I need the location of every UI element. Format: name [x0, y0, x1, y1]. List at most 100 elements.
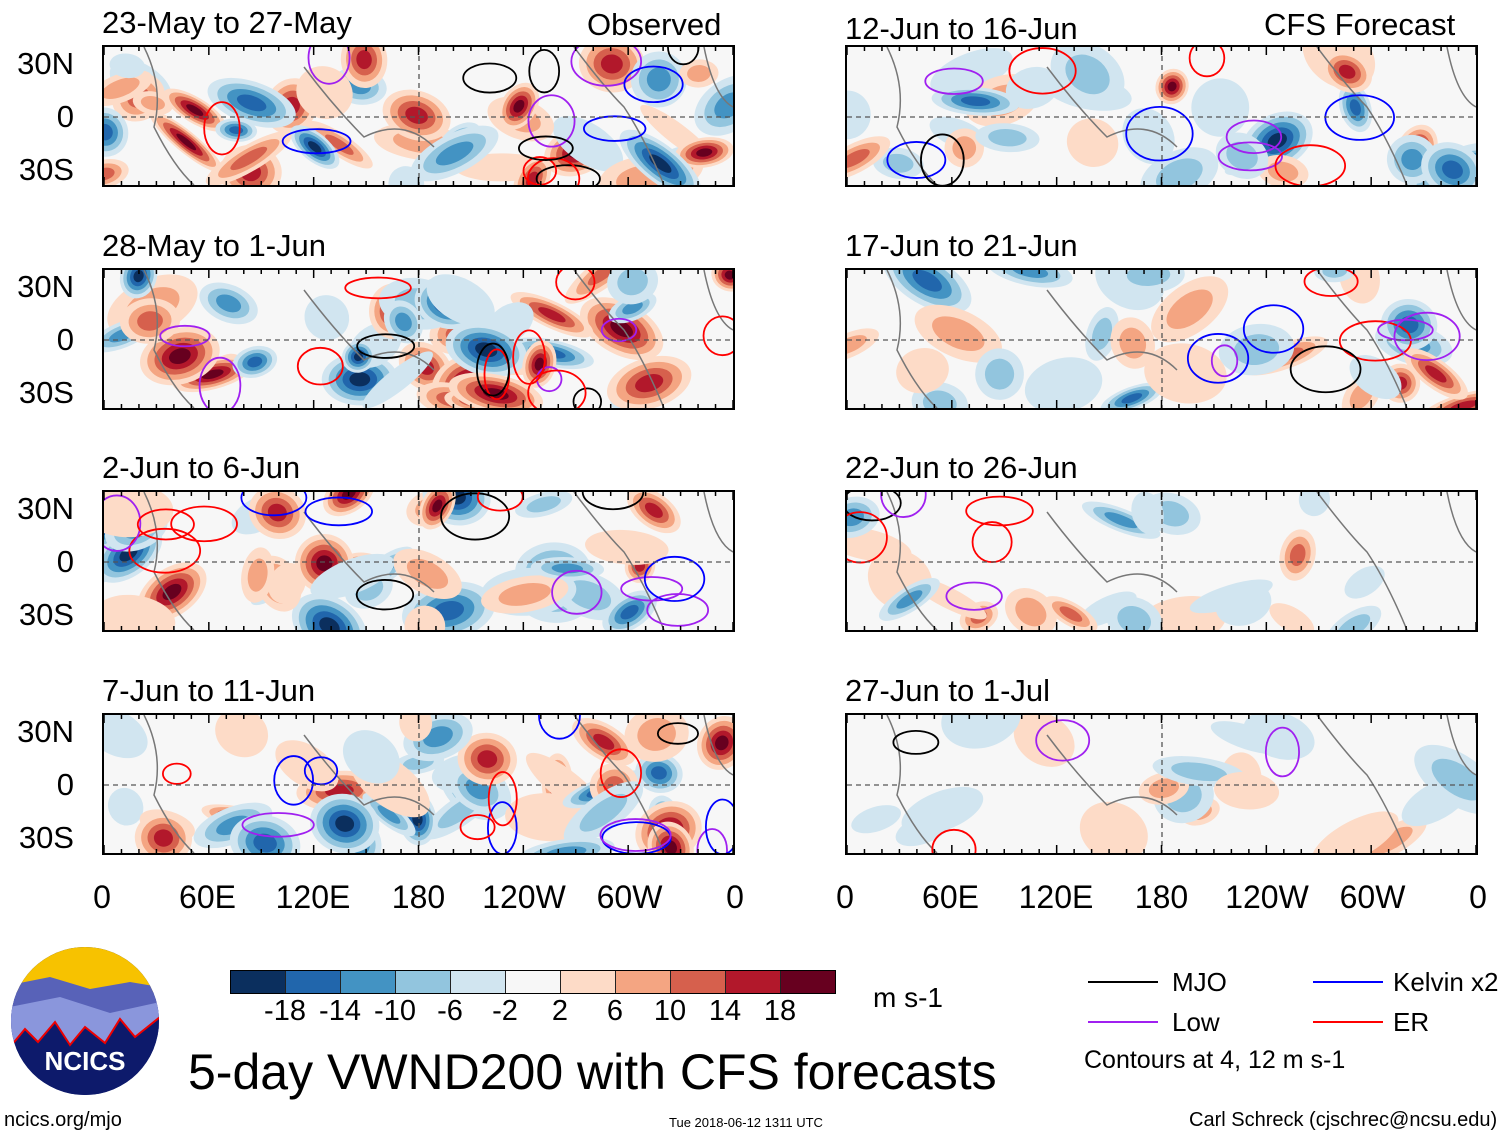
- panel-title: 7-Jun to 11-Jun: [102, 673, 316, 708]
- anomaly-blob: [1131, 492, 1164, 535]
- wave-contour: [296, 346, 344, 386]
- anomaly-blob: [393, 548, 462, 599]
- map-panel: [102, 268, 735, 410]
- anomaly-blob: [445, 322, 527, 377]
- wave-contour: [304, 496, 373, 527]
- anomaly-blob: [602, 590, 657, 630]
- panel-title: 23-May to 27-May: [102, 5, 352, 40]
- wave-contour: [1210, 344, 1239, 378]
- map-panel: [102, 713, 735, 855]
- anomaly-blob: [362, 351, 433, 408]
- anomaly-blob: [383, 300, 424, 344]
- anomaly-blob: [1218, 323, 1295, 376]
- anomaly-blob: [1079, 801, 1148, 853]
- colorbar-label: -2: [492, 995, 518, 1027]
- anomaly-blob: [149, 111, 223, 173]
- wave-contour: [356, 333, 416, 359]
- lon-label: 60W: [1339, 879, 1406, 915]
- wave-contour: [1125, 105, 1194, 162]
- lat-label: 30N: [17, 714, 74, 749]
- anomaly-blob: [1298, 492, 1330, 517]
- wave-contour: [476, 342, 510, 397]
- anomaly-blob: [647, 821, 694, 853]
- anomaly-blob: [1243, 715, 1315, 760]
- wave-contour: [1225, 119, 1283, 155]
- anomaly-blob: [382, 89, 451, 141]
- wave-contour: [527, 94, 576, 148]
- wave-contour: [487, 801, 518, 853]
- colorbar-label: -6: [437, 995, 463, 1027]
- wave-contour: [170, 505, 238, 543]
- colorbar-swatch: [231, 971, 286, 993]
- anomaly-blob: [1004, 588, 1057, 630]
- anomaly-blob: [606, 355, 692, 408]
- anomaly-blob: [1325, 605, 1382, 630]
- colorbar-label: 14: [708, 995, 742, 1027]
- legend-mjo: MJO: [1172, 967, 1227, 997]
- wave-contour: [1186, 333, 1250, 384]
- lon-label: 60E: [179, 879, 236, 915]
- lon-label: 60W: [596, 879, 663, 915]
- anomaly-blob: [109, 53, 145, 79]
- wave-contour: [924, 67, 984, 95]
- legend-mjo-line: [1088, 981, 1158, 983]
- anomaly-blob: [1085, 307, 1119, 361]
- wave-contour: [462, 62, 518, 94]
- wave-contour: [281, 128, 352, 155]
- lat-label: 30S: [18, 152, 74, 187]
- anomaly-blob: [104, 492, 174, 538]
- anomaly-blob: [1155, 68, 1189, 105]
- wave-contour: [581, 492, 645, 511]
- lon-label: 180: [1134, 879, 1189, 915]
- wave-contour: [241, 812, 315, 838]
- wave-contour: [1264, 726, 1300, 778]
- anomaly-blob: [1189, 579, 1273, 614]
- wave-contour: [538, 715, 581, 740]
- colorbar-swatch: [451, 971, 506, 993]
- panel-title: 2-Jun to 6-Jun: [102, 450, 301, 485]
- anomaly-blob: [205, 131, 292, 185]
- anomaly-blob: [426, 274, 495, 327]
- anomaly-blob: [410, 125, 499, 182]
- wave-contour: [551, 569, 603, 615]
- anomaly-blob: [585, 529, 669, 565]
- wave-contour: [892, 729, 940, 755]
- wave-contour: [527, 157, 581, 185]
- footer-timestamp: Tue 2018-06-12 1311 UTC: [669, 1115, 823, 1130]
- anomaly-blob: [1024, 357, 1103, 408]
- wave-contour: [1393, 311, 1461, 362]
- anomaly-blob: [1106, 596, 1163, 630]
- wave-contour: [1188, 47, 1226, 78]
- colorbar-label: -18: [264, 995, 306, 1027]
- wave-contour: [623, 65, 684, 104]
- anomaly-blob: [1214, 771, 1280, 810]
- anomaly-blob: [674, 137, 733, 168]
- footer-url[interactable]: ncics.org/mjo: [4, 1109, 122, 1131]
- colorbar-label: 6: [606, 995, 624, 1027]
- anomaly-blob: [1151, 276, 1229, 343]
- wave-contour: [656, 722, 699, 745]
- anomaly-blob: [241, 547, 275, 603]
- colorbar-swatch: [671, 971, 726, 993]
- anomaly-blob: [1356, 817, 1427, 853]
- lon-label: 120E: [1018, 879, 1094, 915]
- wave-contour: [440, 492, 511, 541]
- wave-contour: [920, 133, 965, 185]
- coastlines: [143, 47, 733, 185]
- colorbar: [230, 970, 836, 994]
- ncics-logo: NCICS: [11, 947, 159, 1095]
- lat-label: 30S: [18, 597, 74, 632]
- anomaly-blob: [498, 82, 540, 130]
- wave-contour: [1008, 47, 1077, 95]
- lon-label: 0: [93, 879, 111, 915]
- colorbar-swatch: [726, 971, 781, 993]
- lat-label: 0: [56, 99, 74, 134]
- wave-contour: [104, 494, 142, 552]
- wave-contour: [572, 387, 603, 408]
- wave-contour: [1217, 141, 1283, 172]
- map-panel: [845, 268, 1478, 410]
- legend-low-line: [1088, 1021, 1158, 1023]
- wave-contour: [1242, 304, 1305, 354]
- anomaly-blob: [275, 740, 339, 792]
- wave-contour: [512, 329, 546, 385]
